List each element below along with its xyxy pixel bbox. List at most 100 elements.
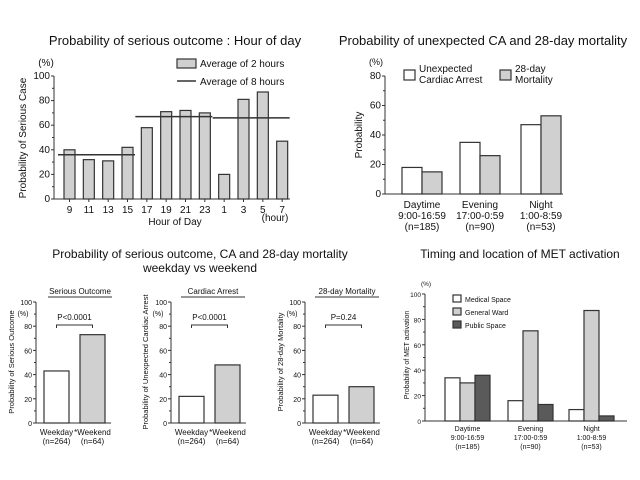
unit-label: (%)	[153, 311, 164, 318]
x-tick-label: Weekday	[175, 428, 208, 437]
x-tick-label: 19	[161, 205, 173, 216]
bar-public-space	[537, 403, 554, 422]
legend-label: Cardiac Arrest	[419, 75, 483, 86]
bar-public-space	[474, 374, 491, 422]
p-value-annotation: P<0.0001	[57, 313, 92, 322]
unit-label: (%)	[421, 281, 431, 288]
y-tick-label: 40	[370, 130, 382, 141]
unit-label: (%)	[369, 57, 383, 67]
legend-swatch-medical-space	[452, 294, 462, 303]
x-tick-label: (n=53)	[581, 444, 601, 451]
panel-title: Cardiac Arrest	[188, 287, 239, 296]
x-tick-label: Weekday	[40, 428, 73, 437]
unit-label: (%)	[287, 311, 298, 318]
x-tick-label: (n=185)	[405, 222, 440, 233]
x-tick-label: (n=64)	[350, 437, 374, 446]
x-axis-label: Hour of Day	[148, 217, 201, 228]
x-tick-label: 9:00-16:59	[398, 211, 446, 222]
y-tick-label: 40	[293, 373, 301, 380]
p-value-annotation: P<0.0001	[192, 313, 227, 322]
bar-hour	[198, 112, 211, 200]
x-tick-label: 9	[67, 205, 73, 216]
legend-swatch-public-space	[452, 320, 462, 329]
y-tick-label: 80	[414, 317, 422, 324]
y-tick-label: 100	[20, 300, 32, 307]
x-tick-label: Evening	[518, 426, 543, 433]
bar-weekday	[312, 394, 339, 424]
bar-hour	[218, 173, 231, 200]
y-tick-label: 40	[159, 373, 167, 380]
x-tick-label: Evening	[462, 200, 498, 211]
x-tick-label: 17:00-0:59	[456, 211, 504, 222]
x-tick-label: Daytime	[455, 426, 481, 433]
y-tick-label: 0	[417, 419, 421, 426]
legend-label: Medical Space	[465, 297, 511, 304]
y-tick-label: 40	[39, 145, 51, 156]
x-tick-label: 3	[241, 205, 247, 216]
x-tick-label: 1	[221, 205, 227, 216]
bar-hour	[140, 127, 153, 200]
bar-general-ward	[583, 309, 600, 422]
x-tick-label: (n=264)	[43, 437, 71, 446]
legend-swatch-mortality	[499, 69, 512, 81]
bar-medical-space	[507, 400, 524, 422]
bar-hour	[82, 159, 95, 200]
y-tick-label: 60	[293, 348, 301, 355]
bar-hour	[237, 98, 250, 200]
y-tick-label: 80	[159, 324, 167, 331]
y-tick-label: 0	[44, 194, 50, 205]
x-tick-label: (n=185)	[455, 444, 479, 451]
group-title: weekday vs weekend	[142, 261, 257, 275]
x-tick-label: Night	[583, 426, 599, 433]
y-tick-label: 0	[28, 421, 32, 428]
panel-title: 28-day Mortality	[319, 287, 376, 296]
x-tick-label: (n=264)	[312, 437, 340, 446]
y-tick-label: 0	[297, 421, 301, 428]
significance-bracket	[56, 324, 93, 328]
bar-hour	[63, 149, 76, 200]
y-tick-label: 60	[24, 348, 32, 355]
bar-hour	[256, 91, 269, 200]
bar-weekend	[79, 334, 106, 424]
y-tick-label: 100	[410, 292, 421, 299]
bar-cardiac-arrest	[459, 141, 481, 195]
chart-title: Probability of serious outcome : Hour of…	[49, 33, 302, 48]
y-tick-label: 60	[39, 120, 51, 131]
unit-label: (%)	[18, 311, 29, 318]
y-tick-label: 80	[370, 71, 382, 82]
legend-label: Average of 8 hours	[200, 77, 284, 88]
x-unit-label: (hour)	[262, 213, 289, 224]
bar-hour	[276, 140, 289, 200]
bar-cardiac-arrest	[520, 124, 542, 195]
legend-label: Mortality	[515, 75, 553, 86]
x-tick-label: 23	[199, 205, 211, 216]
bar-mortality	[421, 171, 443, 195]
x-tick-label: *Weekend	[209, 428, 246, 437]
bar-weekend	[348, 386, 375, 424]
y-axis-label: Probability of 28-day Mortality	[276, 312, 285, 411]
x-tick-label: (n=64)	[81, 437, 105, 446]
bar-public-space	[598, 415, 615, 422]
chart-title: Probability of unexpected CA and 28-day …	[339, 33, 628, 48]
y-tick-label: 100	[155, 300, 167, 307]
y-tick-label: 40	[24, 373, 32, 380]
y-tick-label: 60	[370, 101, 382, 112]
bar-hour	[160, 111, 173, 200]
x-tick-label: 7	[279, 205, 285, 216]
group-title: Probability of serious outcome, CA and 2…	[52, 247, 347, 261]
x-tick-label: *Weekend	[343, 428, 380, 437]
x-tick-label: Weekday	[309, 428, 342, 437]
y-tick-label: 0	[163, 421, 167, 428]
y-tick-label: 80	[293, 324, 301, 331]
bar-cardiac-arrest	[401, 166, 423, 195]
y-tick-label: 20	[39, 169, 51, 180]
y-tick-label: 20	[159, 397, 167, 404]
y-tick-label: 80	[24, 324, 32, 331]
y-tick-label: 20	[414, 394, 422, 401]
y-tick-label: 0	[375, 189, 381, 200]
x-tick-label: 17	[141, 205, 153, 216]
x-tick-label: 1:00-8:59	[577, 435, 607, 442]
significance-bracket	[191, 324, 228, 328]
bar-hour	[179, 109, 192, 200]
